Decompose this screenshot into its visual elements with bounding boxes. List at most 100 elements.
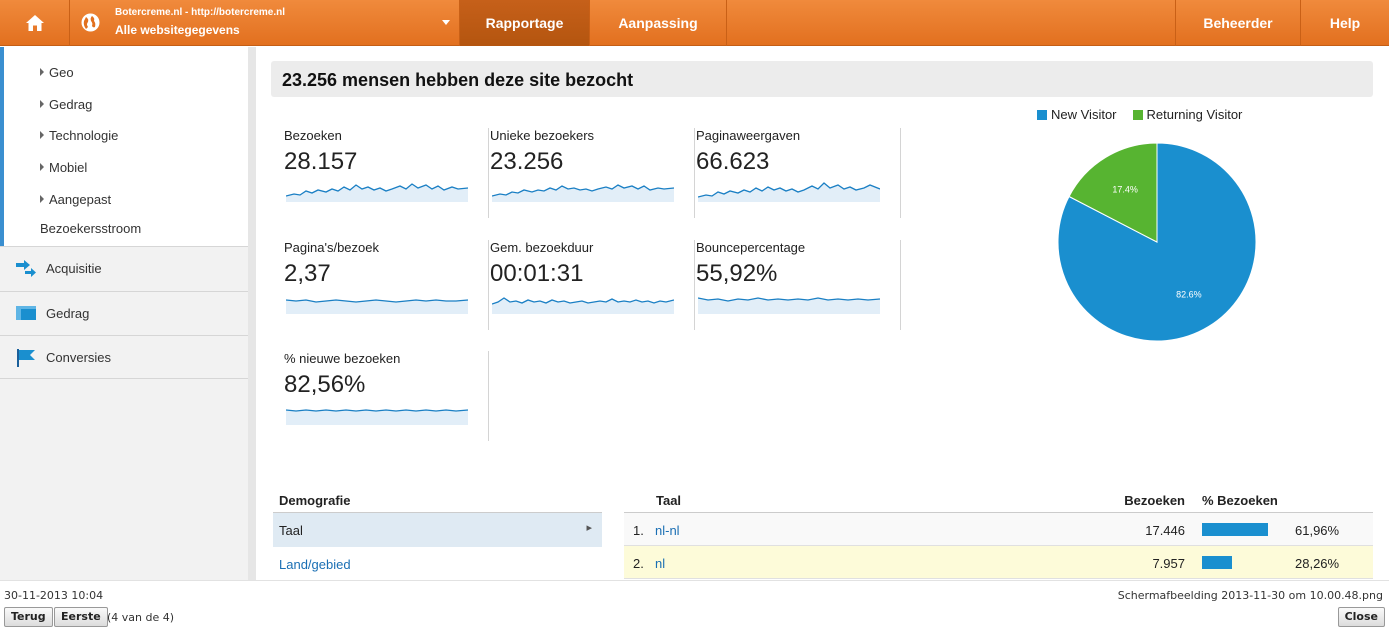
tab-rapportage[interactable]: Rapportage [460,0,590,46]
percentage-bar [1202,523,1268,536]
expand-icon [40,131,44,139]
demographics-header: Demografie [273,493,602,513]
metric-nieuwe-bezoeken[interactable]: % nieuwe bezoeken 82,56% [284,351,489,441]
sparkline [492,297,674,314]
sparkline [492,184,674,202]
visitor-pie-chart: 82.6% 17.4% [1057,142,1257,342]
sidebar-item-label: Technologie [49,128,119,143]
metric-label: Unieke bezoekers [490,128,595,143]
site-url-label: Botercreme.nl - http://botercreme.nl [115,7,286,18]
chevron-down-icon [442,20,450,25]
sidebar-item-label: Gedrag [49,97,93,112]
account-selector[interactable]: Botercreme.nl - http://botercreme.nl All… [70,0,460,46]
legend-label: New Visitor [1051,107,1117,122]
sidebar-section-conversies[interactable]: Conversies [0,335,255,379]
expand-icon [40,100,44,108]
metric-value: 82,56% [284,371,366,398]
sidebar-item-label: Geo [49,65,74,80]
pie-slice-label: 17.4% [1112,185,1138,195]
legend-label: Returning Visitor [1146,107,1243,122]
sparkline [286,299,468,314]
behavior-icon [16,306,36,320]
language-table-header: Taal Bezoeken % Bezoeken [624,493,1373,513]
language-link[interactable]: nl [655,556,666,571]
metric-label: Paginaweergaven [696,128,801,143]
sidebar-section-label: Gedrag [46,306,90,321]
metric-paginaweergaven[interactable]: Paginaweergaven 66.623 [696,128,901,218]
demographics-item-taal[interactable]: Taal ▸ [273,513,602,547]
home-button[interactable] [0,0,70,46]
chevron-right-icon: ▸ [586,522,592,534]
sidebar-submenu: Geo Gedrag Technologie Mobiel Aangepast … [0,47,255,247]
pie-slice-returning-visitor[interactable] [1068,142,1158,243]
table-row: 2. nl 7.957 28,26% [624,546,1373,579]
metric-label: Pagina's/bezoek [284,240,379,255]
language-link[interactable]: nl-nl [655,523,680,538]
metric-label: Bezoeken [284,128,342,143]
legend-item-returning-visitor[interactable]: Returning Visitor [1132,107,1243,122]
sidebar-section-label: Acquisitie [46,261,102,276]
percentage-value: 61,96% [1295,523,1340,538]
expand-icon [40,195,44,203]
sidebar-item-label: Mobiel [49,160,88,175]
percentage-value: 28,26% [1295,556,1340,571]
metric-label: Gem. bezoekduur [490,240,594,255]
main-content: 23.256 mensen hebben deze site bezocht B… [257,47,1389,580]
metric-gem-bezoekduur[interactable]: Gem. bezoekduur 00:01:31 [490,240,695,330]
sidebar-item-mobiel[interactable]: Mobiel [40,160,87,175]
metric-label: % nieuwe bezoeken [284,351,401,366]
acquisition-arrow-icon [16,260,36,277]
screenshot-date: 30-11-2013 10:04 [4,589,104,602]
sparkline [286,183,468,202]
tab-aanpassing[interactable]: Aanpassing [590,0,727,46]
top-navigation-bar: Botercreme.nl - http://botercreme.nl All… [0,0,1389,46]
metric-value: 55,92% [696,260,778,287]
sidebar-item-aangepast[interactable]: Aangepast [40,192,111,207]
metric-bezoeken[interactable]: Bezoeken 28.157 [284,128,489,218]
legend-item-new-visitor[interactable]: New Visitor [1037,107,1117,122]
metric-bouncepercentage[interactable]: Bouncepercentage 55,92% [696,240,901,330]
metric-label: Bouncepercentage [696,240,806,255]
pie-slice-label: 82.6% [1176,289,1202,299]
column-header-bezoeken[interactable]: Bezoeken [1124,493,1185,508]
metric-value: 2,37 [284,260,331,287]
metric-value: 23.256 [490,148,564,175]
screenshot-filename: Schermafbeelding 2013-11-30 om 10.00.48.… [1117,589,1383,602]
metric-unieke-bezoekers[interactable]: Unieke bezoekers 23.256 [490,128,695,218]
row-rank: 1. [633,523,644,538]
sidebar-item-geo[interactable]: Geo [40,65,74,80]
sidebar-item-label: Aangepast [49,192,112,207]
sidebar-item-gedrag[interactable]: Gedrag [40,97,92,112]
demographics-item-land[interactable]: Land/gebied [273,547,602,580]
sidebar-scrollbar[interactable] [248,47,256,580]
first-button[interactable]: Eerste [54,607,108,627]
sidebar: Geo Gedrag Technologie Mobiel Aangepast … [0,47,256,580]
visits-value: 17.446 [1145,523,1185,538]
sparkline [698,182,880,202]
sidebar-item-technologie[interactable]: Technologie [40,128,118,143]
tab-beheerder[interactable]: Beheerder [1175,0,1301,46]
sidebar-section-label: Conversies [46,350,112,365]
tab-help[interactable]: Help [1329,15,1361,31]
row-rank: 2. [633,556,644,571]
sidebar-item-bezoekersstroom[interactable]: Bezoekersstroom [40,221,142,236]
sparkline [698,297,880,314]
column-header-taal: Taal [656,493,682,508]
percentage-bar [1202,556,1232,569]
site-property-label: Alle websitegegevens [115,23,240,37]
legend-swatch [1037,110,1047,120]
visits-value: 7.957 [1152,556,1185,571]
metric-paginas-per-bezoek[interactable]: Pagina's/bezoek 2,37 [284,240,489,330]
sidebar-section-gedrag[interactable]: Gedrag [0,291,255,335]
column-header-pct-bezoeken[interactable]: % Bezoeken [1202,493,1278,508]
globe-icon [81,13,100,32]
back-button[interactable]: Terug [4,607,53,627]
sidebar-section-acquisitie[interactable]: Acquisitie [0,246,255,290]
legend-swatch [1132,110,1143,120]
sparkline [286,409,468,425]
flag-icon [17,349,35,367]
sidebar-active-indicator [0,47,4,246]
close-button[interactable]: Close [1337,607,1385,627]
metric-value: 28.157 [284,148,358,175]
page-title: 23.256 mensen hebben deze site bezocht [271,61,1373,97]
